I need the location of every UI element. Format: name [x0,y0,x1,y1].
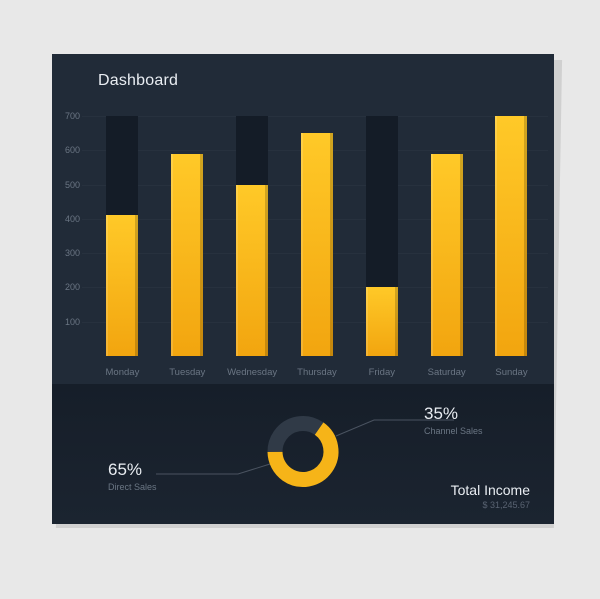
callout-channel-sales: 35% Channel Sales [424,404,483,436]
total-income-block: Total Income $ 31,245.67 [451,482,530,510]
x-tick-label: Wednesday [222,367,282,378]
x-tick-label: Saturday [417,367,477,378]
direct-sales-label: Direct Sales [108,482,157,492]
donut-chart [264,413,342,496]
bar-saturday [431,116,463,356]
y-tick-label: 300 [56,248,80,258]
x-tick-label: Sunday [481,367,541,378]
bar-friday [366,116,398,356]
total-income-value: $ 31,245.67 [451,500,530,510]
bar-chart-x-axis: Monday Tuesday Wednesday Thursday Friday Satu… [90,367,544,378]
callout-direct-sales: 65% Direct Sales [108,460,157,492]
bar-chart-panel: Dashboard 100 200 300 400 500 600 700 Monday Tu… [52,54,554,384]
bar-sunday [495,116,527,356]
bar-tuesday [171,116,203,356]
page-title: Dashboard [98,72,554,90]
x-tick-label: Thursday [287,367,347,378]
total-income-title: Total Income [451,482,530,498]
dashboard-card: Dashboard 100 200 300 400 500 600 700 Monday Tu… [52,54,554,524]
y-tick-label: 100 [56,317,80,327]
bar-wednesday [236,116,268,356]
y-tick-label: 400 [56,214,80,224]
direct-sales-pct: 65% [108,460,157,480]
channel-sales-pct: 35% [424,404,483,424]
bar-monday [106,116,138,356]
y-tick-label: 200 [56,282,80,292]
y-tick-label: 700 [56,111,80,121]
channel-sales-label: Channel Sales [424,426,483,436]
summary-panel: 65% Direct Sales 35% Channel Sales Total… [52,384,554,524]
bar-chart: 100200300400500600700 [52,116,548,356]
bar-thursday [301,116,333,356]
x-tick-label: Friday [352,367,412,378]
y-tick-label: 500 [56,180,80,190]
x-tick-label: Monday [92,367,152,378]
y-tick-label: 600 [56,145,80,155]
x-tick-label: Tuesday [157,367,217,378]
